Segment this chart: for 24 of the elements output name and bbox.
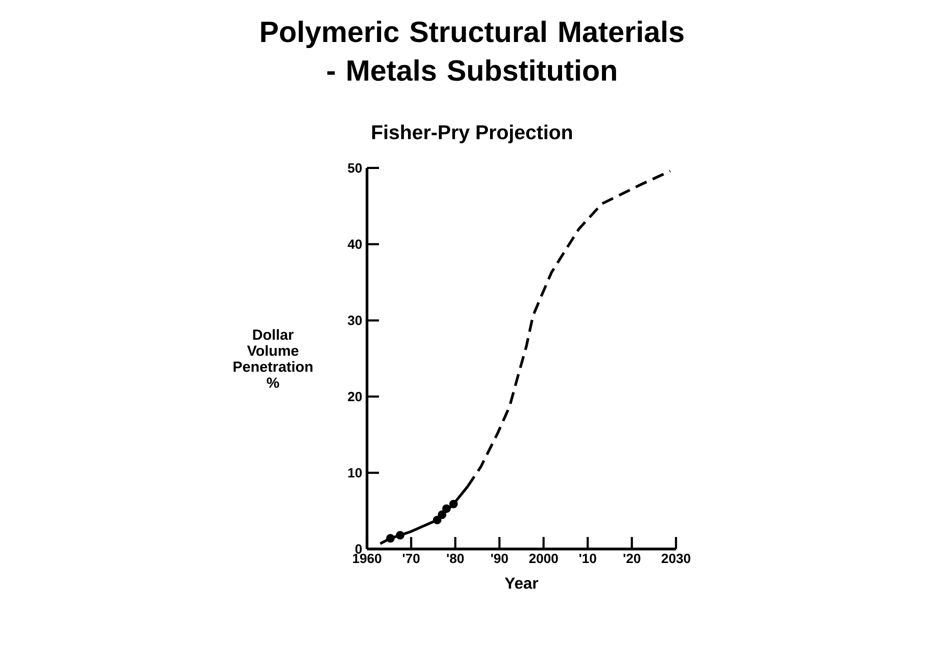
point (438, 510, 446, 519)
y-axis-title: Dollar Volume Penetration % (234, 329, 312, 388)
y-tick-label: 10 (348, 468, 362, 478)
x-axis-title: Year (504, 578, 538, 589)
x-tick-label: '90 (491, 554, 508, 564)
y-tick-label: 50 (348, 163, 362, 173)
x-tick-label: '80 (447, 554, 464, 564)
x-tick-label: 2030 (662, 554, 690, 564)
point (449, 500, 458, 508)
point (432, 516, 442, 524)
chart-title: Polymeric Structural Materials - Metals Substitution (261, 20, 684, 81)
point (386, 534, 395, 543)
y-tick-label: 30 (348, 316, 362, 326)
x-tick-label: '10 (579, 554, 596, 564)
x-tick-label: 1960 (353, 554, 382, 564)
y-tick-label: 0 (355, 544, 362, 554)
x-tick-label: '70 (402, 554, 420, 564)
point (396, 531, 404, 540)
chart-subtitle: Fisher-Pry Projection (372, 124, 572, 144)
y-tick-label: 20 (348, 392, 362, 402)
point (442, 504, 451, 513)
x-tick-label: '20 (624, 554, 640, 564)
x-tick-label: 2000 (529, 554, 558, 564)
y-tick-label: 40 (348, 239, 362, 249)
